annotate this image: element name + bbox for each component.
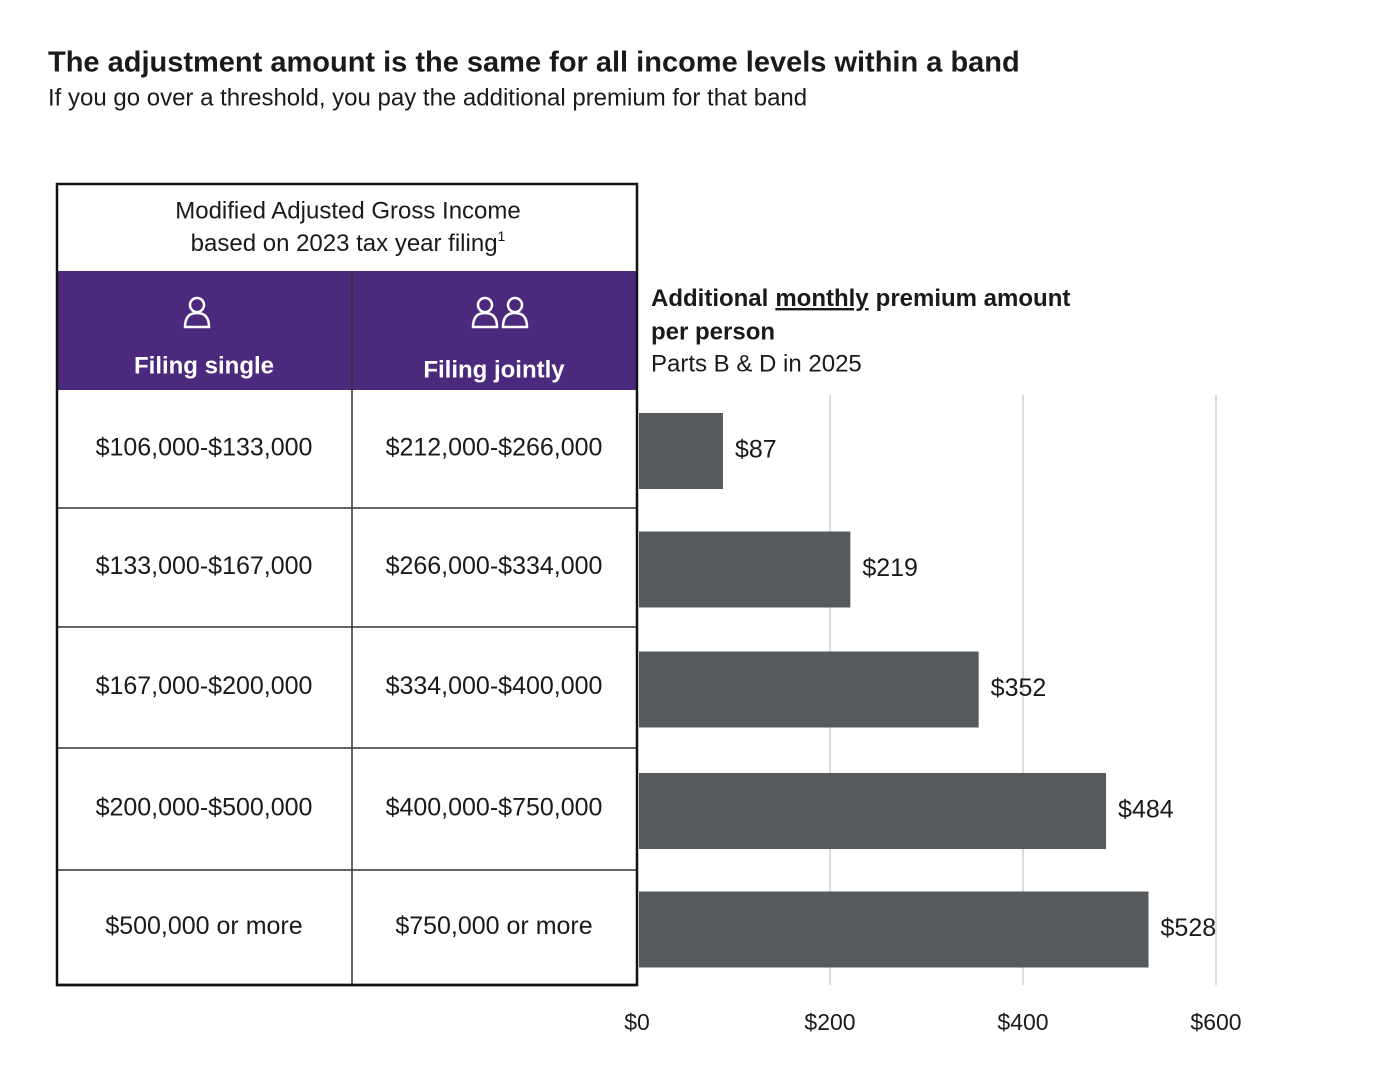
column-header: Filing jointly — [423, 356, 565, 383]
table-cell: $212,000-$266,000 — [386, 434, 603, 462]
chart-title: Additional monthly premium amount — [651, 285, 1070, 312]
value-label: $528 — [1161, 914, 1217, 942]
table-cell: $400,000-$750,000 — [386, 794, 603, 822]
table-header-line: based on 2023 tax year filing — [191, 230, 498, 257]
chart-title-part: monthly — [775, 285, 869, 312]
table-header-band — [57, 271, 637, 390]
bar — [639, 413, 723, 489]
icon-joint — [471, 296, 529, 329]
chart-subtitle: Parts B & D in 2025 — [651, 350, 862, 377]
chart-title-part: Additional — [651, 285, 768, 312]
table-cell: $334,000-$400,000 — [386, 672, 603, 700]
table-cell: $500,000 or more — [105, 912, 302, 940]
table-cell: $750,000 or more — [395, 912, 592, 940]
x-tick-label: $0 — [624, 1009, 650, 1035]
value-label: $484 — [1118, 796, 1174, 824]
bar — [639, 891, 1149, 968]
column-header: Filing single — [134, 352, 274, 379]
value-label: $87 — [735, 436, 777, 464]
table-cell: $106,000-$133,000 — [96, 434, 313, 462]
x-tick-label: $200 — [804, 1009, 855, 1035]
chart-title: per person — [651, 318, 775, 345]
bar — [639, 773, 1107, 849]
x-tick-label: $400 — [997, 1009, 1048, 1035]
icon-single — [183, 296, 211, 329]
bar — [639, 531, 851, 608]
chart-title-part: premium amount — [876, 285, 1071, 312]
table-header: based on 2023 tax year filing1 — [191, 228, 506, 258]
table-cell: $266,000-$334,000 — [386, 552, 603, 580]
bar — [639, 651, 979, 728]
footnote-mark: 1 — [498, 228, 506, 244]
x-tick-label: $600 — [1190, 1009, 1241, 1035]
table-cell: $167,000-$200,000 — [96, 672, 313, 700]
value-label: $219 — [862, 554, 918, 582]
table-header: Modified Adjusted Gross Income — [175, 197, 521, 224]
page-title: The adjustment amount is the same for al… — [48, 47, 1020, 79]
page-subtitle: If you go over a threshold, you pay the … — [48, 84, 807, 111]
value-label: $352 — [991, 674, 1047, 702]
table-cell: $200,000-$500,000 — [96, 794, 313, 822]
table-cell: $133,000-$167,000 — [96, 552, 313, 580]
